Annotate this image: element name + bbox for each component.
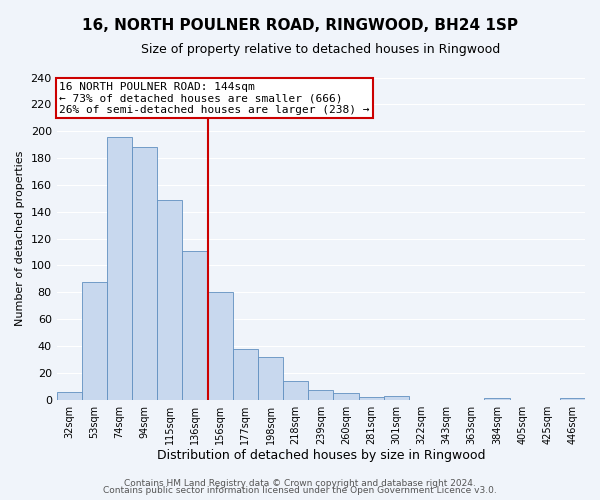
Bar bbox=[208, 292, 233, 400]
Bar bbox=[56, 392, 82, 400]
Bar bbox=[560, 398, 585, 400]
Text: Contains HM Land Registry data © Crown copyright and database right 2024.: Contains HM Land Registry data © Crown c… bbox=[124, 478, 476, 488]
Title: Size of property relative to detached houses in Ringwood: Size of property relative to detached ho… bbox=[141, 42, 500, 56]
Bar bbox=[384, 396, 409, 400]
Bar bbox=[182, 250, 208, 400]
Text: Contains public sector information licensed under the Open Government Licence v3: Contains public sector information licen… bbox=[103, 486, 497, 495]
Bar bbox=[484, 398, 509, 400]
Bar bbox=[283, 381, 308, 400]
Text: 16 NORTH POULNER ROAD: 144sqm
← 73% of detached houses are smaller (666)
26% of : 16 NORTH POULNER ROAD: 144sqm ← 73% of d… bbox=[59, 82, 370, 114]
Bar bbox=[132, 148, 157, 400]
Bar bbox=[334, 393, 359, 400]
Text: 16, NORTH POULNER ROAD, RINGWOOD, BH24 1SP: 16, NORTH POULNER ROAD, RINGWOOD, BH24 1… bbox=[82, 18, 518, 32]
Bar bbox=[308, 390, 334, 400]
Bar bbox=[258, 356, 283, 400]
Bar bbox=[82, 282, 107, 400]
Bar bbox=[359, 397, 384, 400]
Y-axis label: Number of detached properties: Number of detached properties bbox=[15, 151, 25, 326]
Bar bbox=[157, 200, 182, 400]
Bar bbox=[107, 136, 132, 400]
X-axis label: Distribution of detached houses by size in Ringwood: Distribution of detached houses by size … bbox=[157, 450, 485, 462]
Bar bbox=[233, 348, 258, 400]
